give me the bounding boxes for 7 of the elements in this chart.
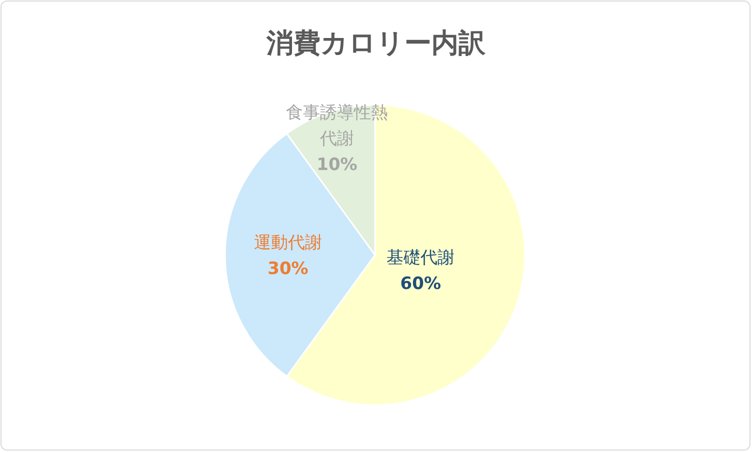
slice-label: 基礎代謝 (386, 248, 455, 268)
slice-label: 運動代謝 (254, 233, 322, 253)
data-label: 10% (316, 155, 358, 176)
data-label: 60% (400, 274, 441, 294)
data-label: 30% (268, 259, 308, 279)
slice-label: 食事誘導性熱代謝 (286, 103, 388, 150)
chart-title: 消費カロリー内訳 (266, 28, 486, 59)
